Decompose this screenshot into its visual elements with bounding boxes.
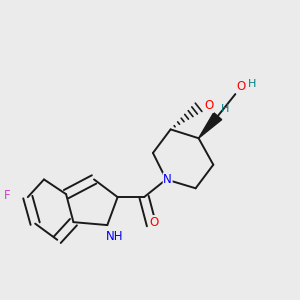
Text: NH: NH	[106, 230, 123, 243]
Text: O: O	[150, 216, 159, 229]
Text: H: H	[221, 104, 229, 114]
Text: H: H	[248, 79, 257, 89]
Polygon shape	[199, 113, 222, 138]
Text: N: N	[163, 173, 172, 186]
Text: O: O	[204, 99, 214, 112]
Text: F: F	[4, 189, 11, 202]
Text: O: O	[237, 80, 246, 93]
